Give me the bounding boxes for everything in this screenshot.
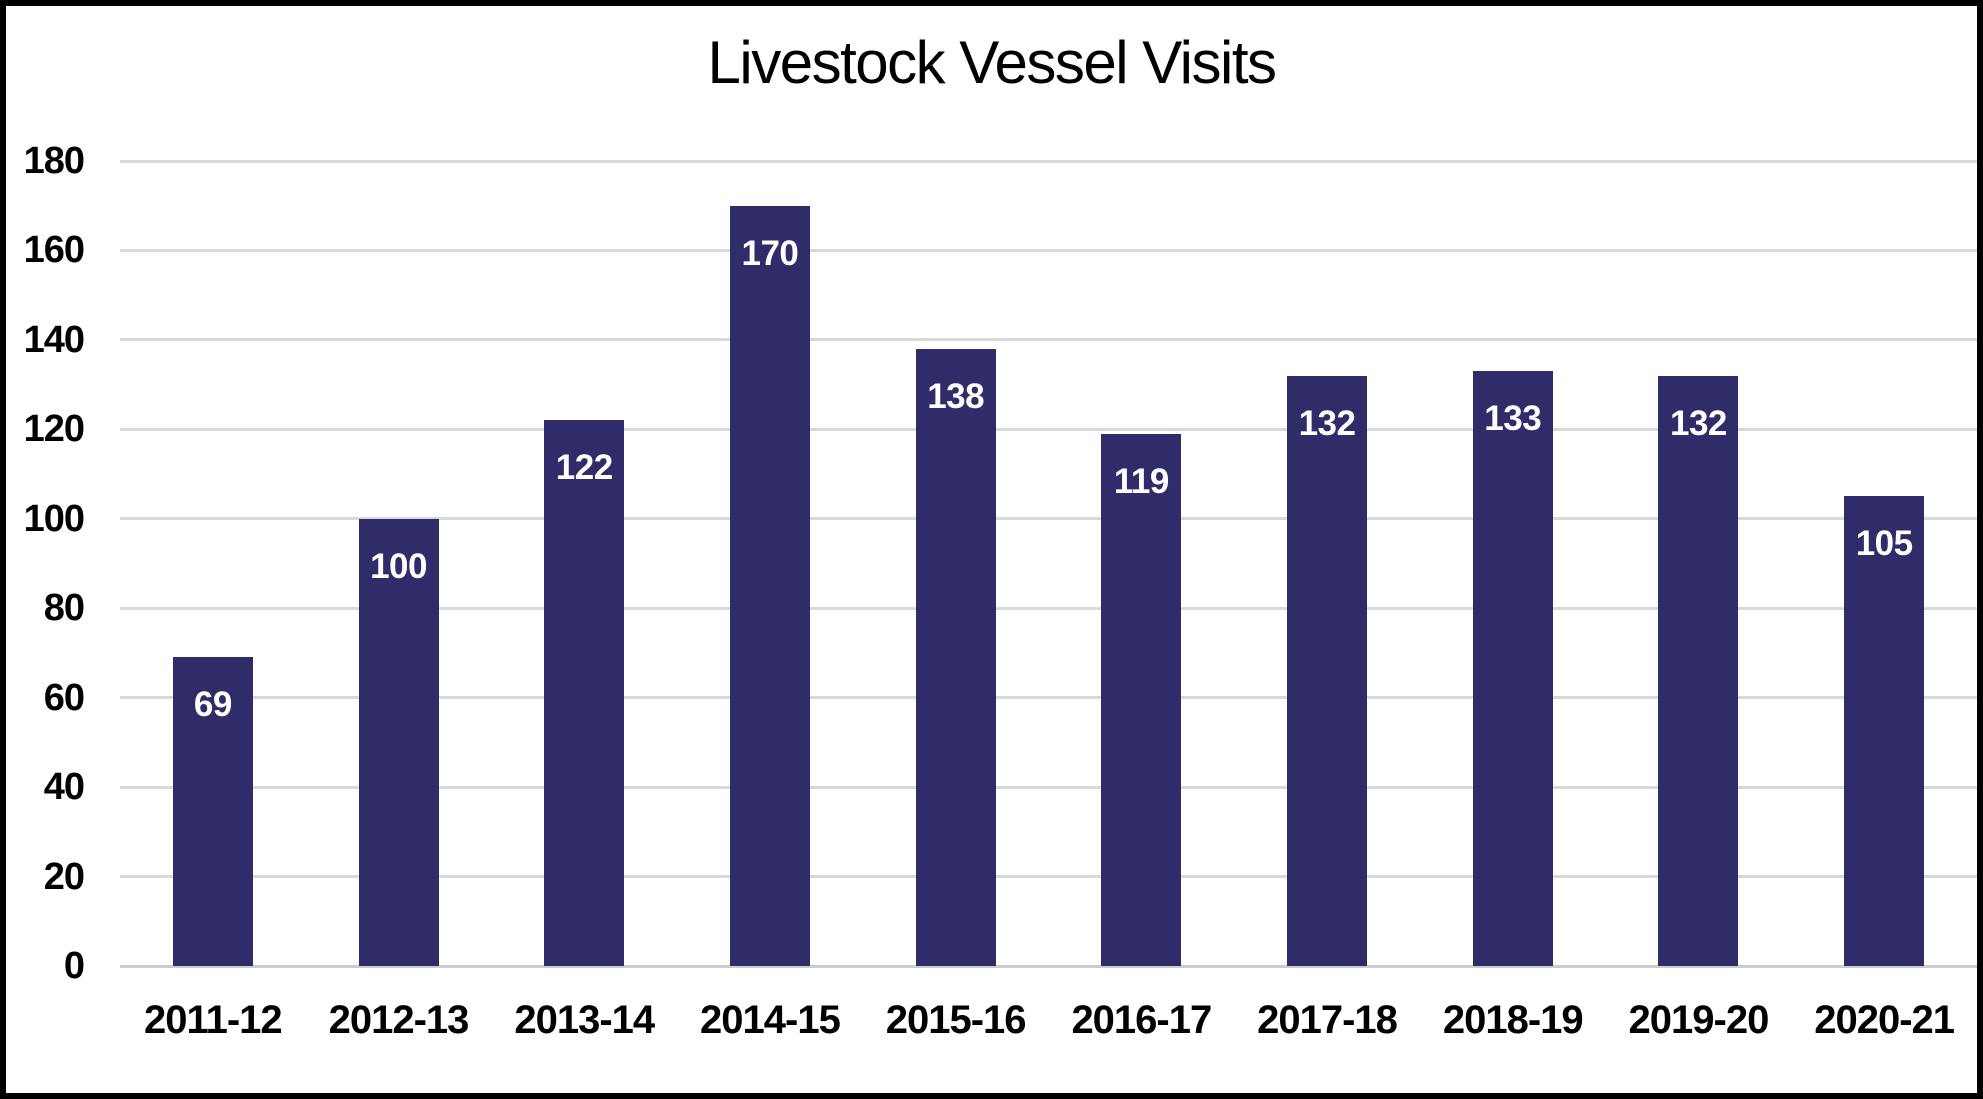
y-tick-label-80: 80 — [43, 587, 85, 630]
bar-2011-12: 69 — [172, 657, 253, 966]
gridline-40 — [120, 785, 1977, 789]
gridline-20 — [120, 875, 1977, 879]
x-tick-label-2020-21: 2020-21 — [1814, 998, 1955, 1042]
gridline-140 — [120, 338, 1977, 342]
gridline-60 — [120, 696, 1977, 700]
y-tick-label-100: 100 — [23, 497, 85, 540]
bar-2014-15: 170 — [729, 205, 810, 966]
bar-2016-17: 119 — [1101, 433, 1182, 966]
x-axis-line — [120, 964, 1977, 968]
bar-value-label-2016-17: 119 — [1113, 461, 1169, 501]
y-tick-label-120: 120 — [23, 408, 85, 451]
x-tick-label-2011-12: 2011-12 — [144, 998, 283, 1042]
bar-value-label-2019-20: 132 — [1669, 403, 1727, 443]
x-tick-label-2017-18: 2017-18 — [1257, 998, 1398, 1042]
gridline-160 — [120, 248, 1977, 252]
bar-value-label-2017-18: 132 — [1298, 403, 1356, 443]
bar-value-label-2012-13: 100 — [370, 546, 427, 586]
bar-2013-14: 122 — [544, 420, 625, 966]
gridline-80 — [120, 606, 1977, 610]
gridline-100 — [120, 517, 1977, 521]
bar-2017-18: 132 — [1287, 375, 1368, 966]
bar-2015-16: 138 — [915, 348, 996, 966]
gridline-180 — [120, 159, 1977, 163]
y-tick-label-180: 180 — [23, 140, 85, 182]
x-tick-label-2019-20: 2019-20 — [1628, 998, 1770, 1042]
bar-2019-20: 132 — [1658, 375, 1739, 966]
x-tick-label-2018-19: 2018-19 — [1442, 998, 1584, 1042]
bar-value-label-2020-21: 105 — [1855, 524, 1913, 564]
x-tick-label-2015-16: 2015-16 — [885, 998, 1027, 1042]
gridline-120 — [120, 427, 1977, 431]
bar-2012-13: 100 — [358, 518, 439, 966]
y-tick-label-160: 160 — [23, 229, 85, 272]
y-tick-label-20: 20 — [43, 855, 85, 898]
x-tick-label-2013-14: 2013-14 — [514, 998, 655, 1042]
bar-value-label-2018-19: 133 — [1484, 399, 1542, 439]
y-tick-label-140: 140 — [23, 318, 85, 361]
chart-title: Livestock Vessel Visits — [707, 29, 1278, 96]
bar-value-label-2014-15: 170 — [741, 233, 799, 273]
y-tick-label-0: 0 — [63, 945, 85, 987]
x-tick-label-2016-17: 2016-17 — [1071, 998, 1212, 1042]
x-tick-label-2012-13: 2012-13 — [328, 998, 470, 1042]
bar-2018-19: 133 — [1472, 371, 1553, 966]
bar-value-label-2011-12: 69 — [193, 685, 232, 725]
bar-value-label-2015-16: 138 — [927, 376, 985, 416]
bar-2020-21: 105 — [1844, 496, 1925, 966]
x-tick-label-2014-15: 2014-15 — [700, 998, 841, 1042]
y-tick-label-60: 60 — [43, 676, 85, 719]
y-tick-label-40: 40 — [43, 766, 85, 809]
bar-value-label-2013-14: 122 — [555, 448, 613, 488]
